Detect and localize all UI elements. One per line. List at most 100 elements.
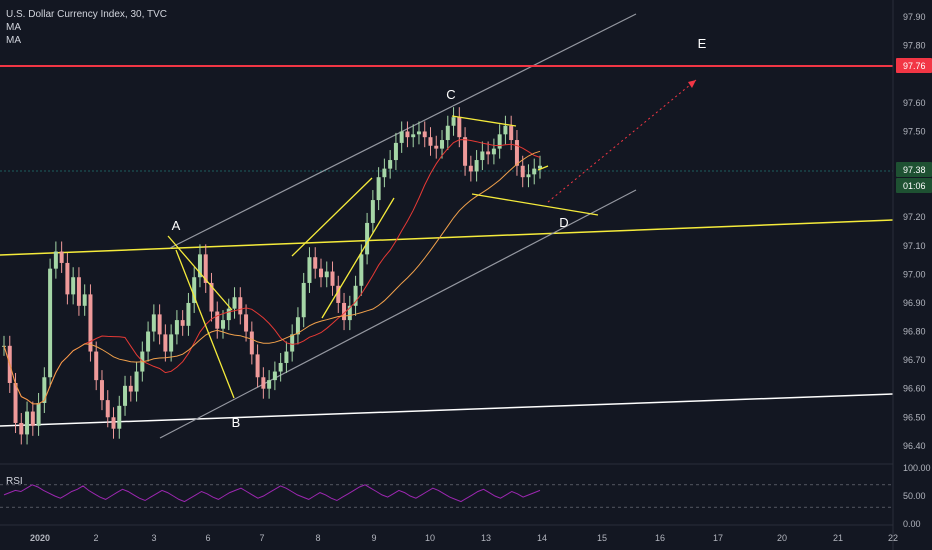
candle-body xyxy=(99,380,104,401)
price-tick-label: 96.60 xyxy=(903,384,926,394)
candle-body xyxy=(451,117,456,126)
wave-label-a: A xyxy=(172,218,181,233)
candle-body xyxy=(376,177,381,201)
price-axis-bg xyxy=(893,0,932,550)
candle-body xyxy=(526,174,531,178)
ma-indicator-1[interactable]: MA xyxy=(6,22,21,33)
candle-body xyxy=(509,125,514,141)
candle-body xyxy=(53,251,58,269)
bar-countdown-label[interactable]: 01:06 xyxy=(903,181,926,191)
time-tick-label: 7 xyxy=(259,533,264,543)
time-tick-label: 3 xyxy=(151,533,156,543)
horizontal-yellow-trendline xyxy=(0,219,894,256)
candle-body xyxy=(520,165,525,178)
candle-body xyxy=(463,137,468,166)
candle-body xyxy=(128,385,133,392)
candle-body xyxy=(169,334,174,352)
symbol-title[interactable]: U.S. Dollar Currency Index, 30, TVC xyxy=(6,9,167,20)
wave-drawing-line xyxy=(321,197,395,319)
candle-body xyxy=(186,302,191,326)
candle-body xyxy=(307,257,312,283)
candle-body xyxy=(117,405,122,429)
price-tick-label: 97.10 xyxy=(903,241,926,251)
time-tick-label: 16 xyxy=(655,533,665,543)
time-tick-label: 17 xyxy=(713,533,723,543)
projection-dotted-line xyxy=(547,79,697,203)
time-tick-label: 2 xyxy=(93,533,98,543)
candle-body xyxy=(353,285,358,306)
candle-body xyxy=(111,417,116,429)
time-tick-label: 20 xyxy=(777,533,787,543)
candle-body xyxy=(532,168,537,175)
rsi-pane: 100.00 50.00 0.00 xyxy=(0,463,931,529)
candle-body xyxy=(295,317,300,335)
red-line-price-label-bg xyxy=(896,58,932,73)
candle-body xyxy=(105,400,110,418)
time-tick-label: 13 xyxy=(481,533,491,543)
candle-body xyxy=(65,262,70,295)
time-tick-label: 2020 xyxy=(30,533,50,543)
candle-body xyxy=(226,308,231,321)
candle-body xyxy=(203,254,208,283)
price-tick-label: 96.80 xyxy=(903,327,926,337)
current-price-label[interactable]: 97.38 xyxy=(903,165,926,175)
wave-drawing-line xyxy=(291,177,373,257)
time-tick-label: 6 xyxy=(205,533,210,543)
ma-indicator-2[interactable]: MA xyxy=(6,35,21,46)
wave-drawing-line xyxy=(175,249,235,399)
price-tick-label: 96.90 xyxy=(903,298,926,308)
time-tick-label: 21 xyxy=(833,533,843,543)
candle-body xyxy=(491,148,496,155)
price-axis[interactable]: 97.9097.8097.6097.5097.3097.2097.1097.00… xyxy=(892,0,932,550)
channel-lower-line xyxy=(159,189,637,439)
candle-body xyxy=(146,331,151,352)
time-tick-label: 8 xyxy=(315,533,320,543)
red-line-price-label[interactable]: 97.76 xyxy=(903,61,926,71)
price-tick-label: 97.60 xyxy=(903,98,926,108)
price-tick-label: 96.50 xyxy=(903,412,926,422)
candle-body xyxy=(249,331,254,355)
time-tick-label: 15 xyxy=(597,533,607,543)
candle-body xyxy=(48,268,53,378)
wave-label-d: D xyxy=(559,215,568,230)
wave-drawing-line xyxy=(451,115,517,127)
wave-label-b: B xyxy=(232,415,241,430)
rsi-tick-label: 0.00 xyxy=(903,519,921,529)
candle-body xyxy=(13,382,18,423)
candle-body xyxy=(76,277,81,306)
candle-body xyxy=(278,362,283,372)
candle-body xyxy=(428,137,433,146)
time-axis[interactable]: 2020 2 3 6 7 8 9 10 13 14 15 16 17 20 21 22 xyxy=(0,524,898,543)
candle-body xyxy=(336,285,341,303)
candle-body xyxy=(445,125,450,141)
candle-body xyxy=(215,311,220,329)
candle-body xyxy=(180,320,185,326)
candle-body xyxy=(42,377,47,403)
rsi-label[interactable]: RSI xyxy=(6,476,23,487)
wave-drawing-line xyxy=(167,235,233,311)
candle-body xyxy=(151,314,156,332)
candle-body xyxy=(59,251,64,263)
candle-body xyxy=(474,160,479,172)
channel-upper-line xyxy=(169,13,637,249)
price-tick-label: 96.40 xyxy=(903,441,926,451)
candle-body xyxy=(457,117,462,138)
candle-body xyxy=(25,411,30,435)
candle-body xyxy=(422,131,427,138)
candle-body xyxy=(261,377,266,389)
candle-body xyxy=(468,165,473,172)
candle-body xyxy=(244,314,249,332)
wave-label-c: C xyxy=(446,87,455,102)
candle-body xyxy=(324,271,329,278)
candle-body xyxy=(480,151,485,161)
candle-body xyxy=(134,371,139,392)
candle-body xyxy=(197,254,202,278)
candle-body xyxy=(192,277,197,303)
candle-body xyxy=(503,125,508,135)
rsi-tick-label: 100.00 xyxy=(903,463,931,473)
candle-body xyxy=(290,334,295,352)
overlay-lines xyxy=(3,79,697,405)
candle-body xyxy=(330,271,335,286)
candle-body xyxy=(267,380,272,389)
